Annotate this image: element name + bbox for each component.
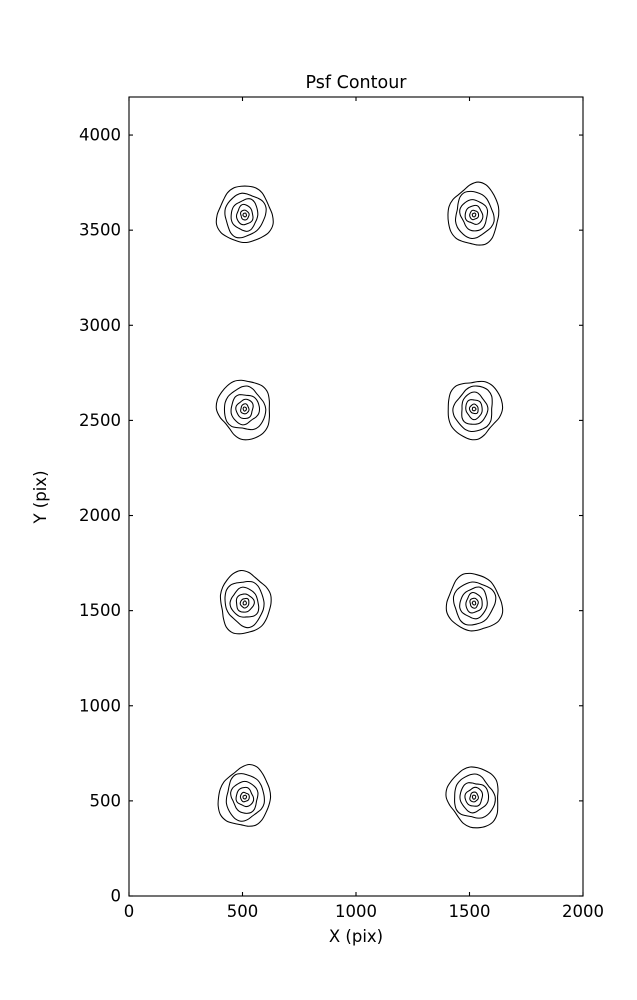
psf-contour-source bbox=[445, 572, 504, 632]
contour-level-ring bbox=[454, 190, 495, 239]
contour-level-ring bbox=[235, 786, 255, 808]
x-tick-label: 500 bbox=[227, 902, 259, 921]
contour-level-ring bbox=[465, 591, 483, 614]
y-axis-ticks bbox=[129, 134, 583, 897]
contour-level-ring bbox=[471, 600, 477, 606]
y-tick-label: 0 bbox=[111, 887, 122, 906]
psf-contour-source bbox=[219, 570, 272, 635]
y-tick-label: 2500 bbox=[79, 411, 121, 430]
y-tick-label: 1000 bbox=[79, 696, 121, 715]
y-tick-label: 2000 bbox=[79, 506, 121, 525]
contour-level-ring bbox=[459, 782, 490, 814]
contour-level-ring bbox=[464, 786, 484, 807]
y-tick-label: 1500 bbox=[79, 601, 121, 620]
plot-title: Psf Contour bbox=[306, 73, 408, 93]
contour-level-ring bbox=[242, 794, 248, 800]
x-tick-label: 1000 bbox=[335, 902, 377, 921]
contour-level-ring bbox=[235, 398, 254, 420]
psf-contour-source bbox=[447, 380, 504, 441]
y-tick-label: 4000 bbox=[79, 126, 121, 145]
contour-level-ring bbox=[471, 794, 477, 800]
contour-level-ring bbox=[215, 379, 270, 441]
contour-level-ring bbox=[230, 198, 259, 232]
contour-level-ring bbox=[464, 204, 484, 225]
contour-level-ring bbox=[445, 572, 504, 632]
contour-level-ring bbox=[461, 391, 489, 425]
contour-level-ring bbox=[224, 580, 265, 629]
contour-level-ring bbox=[471, 212, 477, 218]
y-tick-label: 3500 bbox=[79, 221, 121, 240]
psf-contour-group bbox=[215, 181, 504, 829]
contour-level-ring bbox=[224, 192, 267, 239]
psf-contour-source bbox=[217, 764, 272, 827]
contour-level-ring bbox=[215, 185, 274, 244]
contour-level-ring bbox=[235, 203, 254, 226]
x-axis-tick-labels: 0 500 1000 1500 2000 bbox=[124, 902, 604, 921]
contour-level-ring bbox=[447, 380, 504, 441]
psf-contour-source bbox=[447, 181, 500, 246]
contour-level-ring bbox=[459, 586, 488, 620]
psf-contour-source bbox=[215, 185, 274, 244]
x-axis-label: X (pix) bbox=[329, 927, 383, 946]
contour-level-ring bbox=[230, 394, 261, 426]
contour-level-ring bbox=[229, 586, 260, 618]
contour-level-ring bbox=[225, 773, 265, 822]
x-tick-label: 0 bbox=[124, 902, 135, 921]
contour-level-ring bbox=[240, 209, 250, 221]
y-tick-label: 500 bbox=[90, 791, 122, 810]
contour-level-ring bbox=[242, 406, 247, 412]
contour-level-ring bbox=[469, 209, 480, 221]
contour-level-ring bbox=[465, 399, 483, 421]
x-axis-ticks bbox=[128, 97, 584, 896]
contour-level-ring bbox=[468, 403, 479, 415]
contour-level-ring bbox=[235, 593, 255, 613]
contour-level-ring bbox=[452, 581, 497, 626]
psf-contour-source bbox=[215, 379, 270, 441]
contour-level-ring bbox=[447, 181, 500, 246]
psf-contour-source bbox=[445, 766, 499, 829]
contour-level-ring bbox=[469, 597, 479, 609]
contour-level-ring bbox=[239, 791, 250, 803]
contour-level-ring bbox=[242, 212, 247, 218]
contour-level-ring bbox=[469, 791, 479, 803]
contour-level-ring bbox=[240, 403, 250, 415]
contour-level-ring bbox=[452, 385, 493, 433]
x-tick-label: 1500 bbox=[449, 902, 491, 921]
y-axis-label: Y (pix) bbox=[31, 470, 50, 524]
contour-level-ring bbox=[459, 199, 489, 232]
contour-level-ring bbox=[239, 597, 250, 609]
contour-level-ring bbox=[219, 570, 272, 635]
contour-level-ring bbox=[223, 385, 267, 431]
contour-level-ring bbox=[445, 766, 499, 829]
contour-level-ring bbox=[230, 780, 259, 814]
contour-level-ring bbox=[471, 406, 477, 412]
contour-level-ring bbox=[217, 764, 272, 827]
y-tick-label: 3000 bbox=[79, 316, 121, 335]
contour-level-ring bbox=[242, 600, 247, 606]
y-axis-tick-labels: 0 500 1000 1500 2000 2500 3000 3500 4000 bbox=[79, 126, 121, 906]
contour-level-ring bbox=[454, 773, 496, 819]
x-tick-label: 2000 bbox=[562, 902, 604, 921]
